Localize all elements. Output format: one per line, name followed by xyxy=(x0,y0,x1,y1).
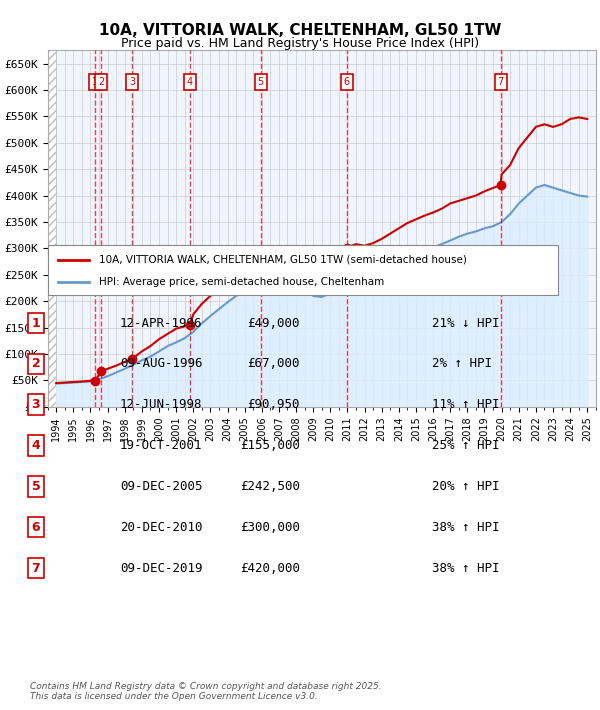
Text: 20% ↑ HPI: 20% ↑ HPI xyxy=(432,480,499,493)
Text: 4: 4 xyxy=(32,439,40,452)
Text: £155,000: £155,000 xyxy=(240,439,300,452)
Text: 1: 1 xyxy=(92,77,98,87)
Text: £300,000: £300,000 xyxy=(240,520,300,534)
Text: £49,000: £49,000 xyxy=(248,317,300,329)
Text: 6: 6 xyxy=(32,520,40,534)
Text: 6: 6 xyxy=(344,77,350,87)
Text: 09-AUG-1996: 09-AUG-1996 xyxy=(120,357,203,371)
Text: 09-DEC-2005: 09-DEC-2005 xyxy=(120,480,203,493)
Text: 19-OCT-2001: 19-OCT-2001 xyxy=(120,439,203,452)
Text: HPI: Average price, semi-detached house, Cheltenham: HPI: Average price, semi-detached house,… xyxy=(99,277,384,288)
Text: 12-APR-1996: 12-APR-1996 xyxy=(120,317,203,329)
Text: 2: 2 xyxy=(98,77,104,87)
Text: Contains HM Land Registry data © Crown copyright and database right 2025.
This d: Contains HM Land Registry data © Crown c… xyxy=(30,682,382,701)
Text: 5: 5 xyxy=(257,77,264,87)
Text: 11% ↑ HPI: 11% ↑ HPI xyxy=(432,398,499,411)
Text: 1: 1 xyxy=(32,317,40,329)
Text: 5: 5 xyxy=(32,480,40,493)
Text: 3: 3 xyxy=(32,398,40,411)
Text: £242,500: £242,500 xyxy=(240,480,300,493)
Text: 09-DEC-2019: 09-DEC-2019 xyxy=(120,562,203,574)
Text: 3: 3 xyxy=(130,77,136,87)
Text: £67,000: £67,000 xyxy=(248,357,300,371)
Text: 10A, VITTORIA WALK, CHELTENHAM, GL50 1TW: 10A, VITTORIA WALK, CHELTENHAM, GL50 1TW xyxy=(99,23,501,38)
Text: £90,950: £90,950 xyxy=(248,398,300,411)
Text: 10A, VITTORIA WALK, CHELTENHAM, GL50 1TW (semi-detached house): 10A, VITTORIA WALK, CHELTENHAM, GL50 1TW… xyxy=(99,255,467,265)
Text: 12-JUN-1998: 12-JUN-1998 xyxy=(120,398,203,411)
Text: Price paid vs. HM Land Registry's House Price Index (HPI): Price paid vs. HM Land Registry's House … xyxy=(121,37,479,50)
Text: 21% ↓ HPI: 21% ↓ HPI xyxy=(432,317,499,329)
Text: £420,000: £420,000 xyxy=(240,562,300,574)
Text: 7: 7 xyxy=(32,562,40,574)
Text: 38% ↑ HPI: 38% ↑ HPI xyxy=(432,562,499,574)
Text: 25% ↑ HPI: 25% ↑ HPI xyxy=(432,439,499,452)
FancyBboxPatch shape xyxy=(48,245,558,295)
Bar xyxy=(47,50,56,407)
Text: 4: 4 xyxy=(187,77,193,87)
Text: 2: 2 xyxy=(32,357,40,371)
Text: 20-DEC-2010: 20-DEC-2010 xyxy=(120,520,203,534)
Text: 7: 7 xyxy=(497,77,504,87)
Text: 38% ↑ HPI: 38% ↑ HPI xyxy=(432,520,499,534)
Text: 2% ↑ HPI: 2% ↑ HPI xyxy=(432,357,492,371)
